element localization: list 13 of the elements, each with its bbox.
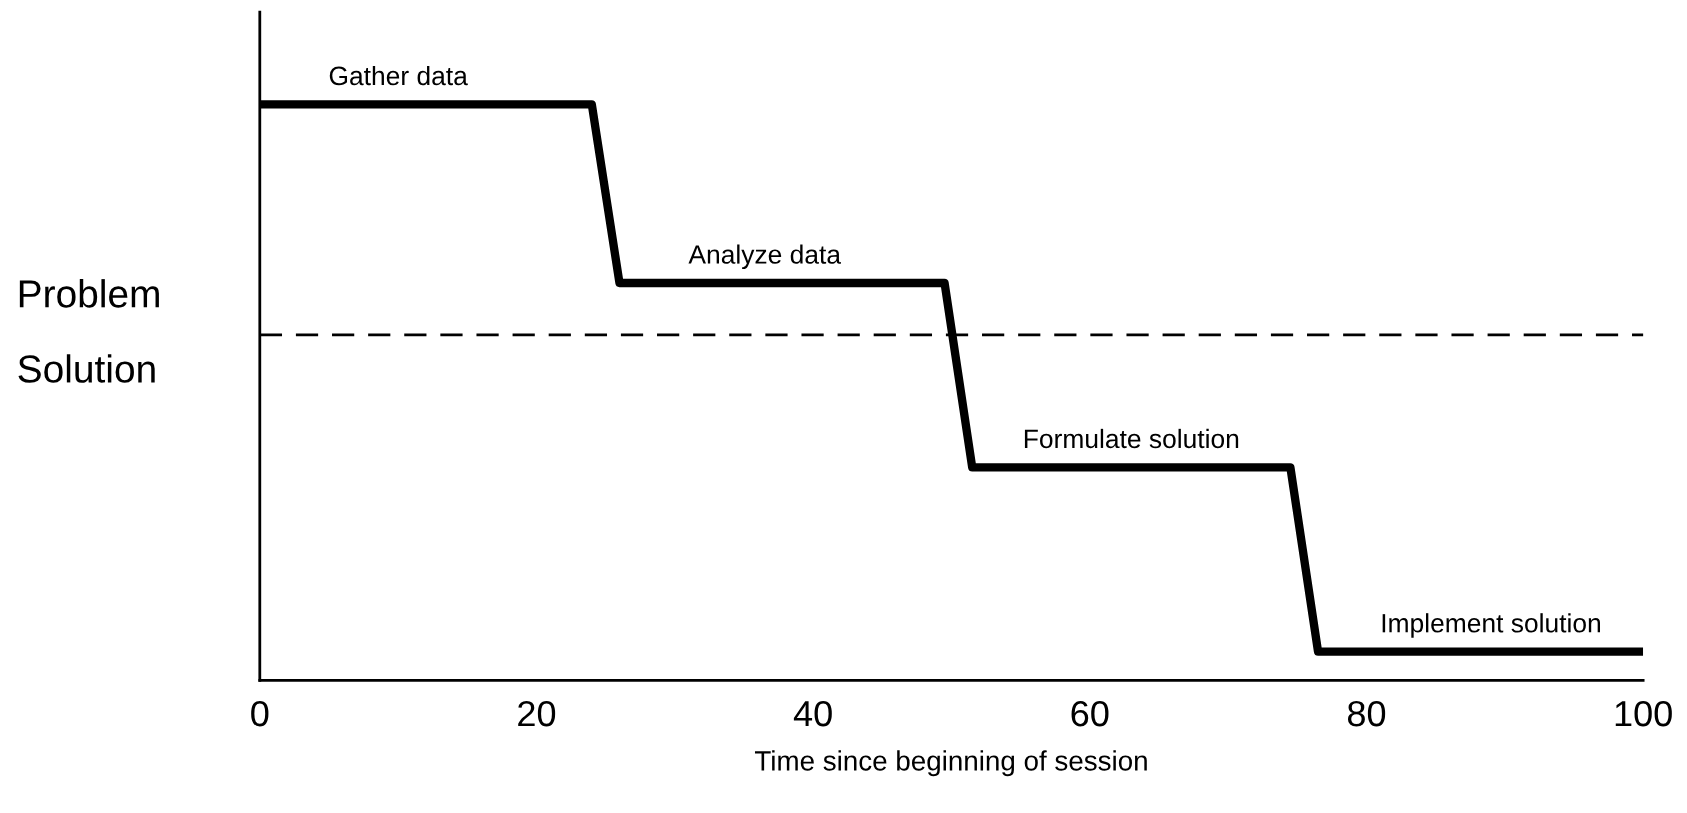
x-tick-label: 20 <box>518 700 556 727</box>
annotation: Analyze data <box>688 244 842 270</box>
x-tick-label: 0 <box>251 700 269 727</box>
annotation: Formulate solution <box>1024 428 1239 449</box>
x-axis-title: Time since beginning of session <box>754 750 1147 777</box>
annotation: Implement solution <box>1382 613 1601 638</box>
x-tick-label: 60 <box>1071 700 1109 727</box>
text: Solution <box>18 354 155 383</box>
annotation: Gather data <box>329 65 468 86</box>
text: Problem <box>19 279 159 308</box>
x-tick-label: 40 <box>793 700 832 727</box>
x-tick-label: 80 <box>1347 700 1386 727</box>
x-tick-label: 100 <box>1615 700 1672 727</box>
